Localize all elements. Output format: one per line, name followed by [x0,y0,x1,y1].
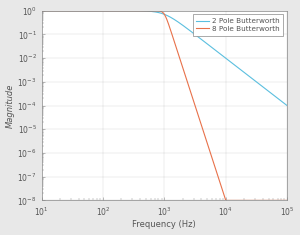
8 Pole Butterworth [145,9,148,12]
Legend: 2 Pole Butterworth, 8 Pole Butterworth: 2 Pole Butterworth, 8 Pole Butterworth [193,14,284,35]
8 Pole Butterworth [68,9,71,12]
Line: 2 Pole Butterworth: 2 Pole Butterworth [42,11,287,106]
2 Pole Butterworth [280,100,284,103]
8 Pole Butterworth [40,9,44,12]
2 Pole Butterworth [254,80,258,83]
2 Pole Butterworth [82,9,86,12]
8 Pole Butterworth [82,9,86,12]
8 Pole Butterworth [134,9,137,12]
2 Pole Butterworth [285,104,289,107]
2 Pole Butterworth [134,9,137,12]
8 Pole Butterworth [280,199,284,202]
8 Pole Butterworth [224,199,228,202]
Y-axis label: Magnitude: Magnitude [6,83,15,128]
8 Pole Butterworth [285,199,289,202]
X-axis label: Frequency (Hz): Frequency (Hz) [133,220,196,229]
2 Pole Butterworth [40,9,44,12]
Line: 8 Pole Butterworth: 8 Pole Butterworth [42,11,287,200]
2 Pole Butterworth [145,10,148,12]
8 Pole Butterworth [254,199,258,202]
2 Pole Butterworth [68,9,71,12]
